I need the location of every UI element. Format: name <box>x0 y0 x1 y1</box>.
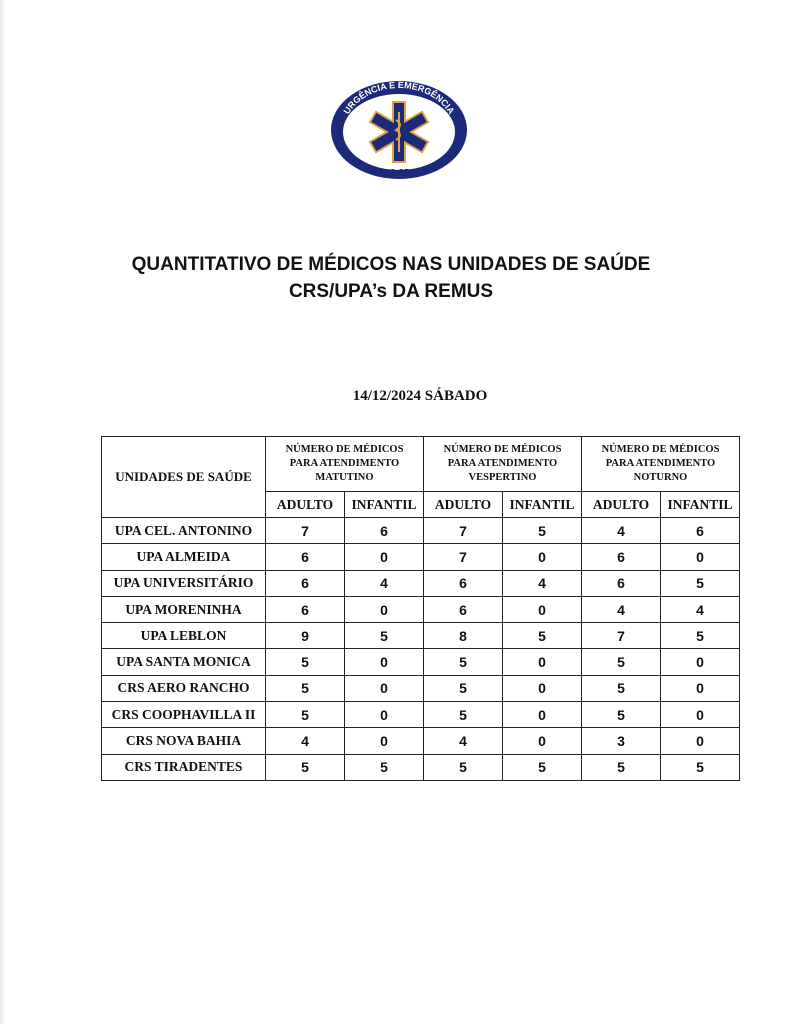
doctors-table: UNIDADES DE SAÚDE NÚMERO DE MÉDICOS PARA… <box>101 436 740 781</box>
table-row: UPA ALMEIDA 6 0 7 0 6 0 <box>101 543 740 571</box>
doctor-count: 5 <box>581 674 661 703</box>
doctor-count: 0 <box>344 595 424 624</box>
urgencia-emergencia-logo: URGÊNCIA E EMERGÊNCIA PMCG-SESAU <box>331 80 467 179</box>
doctor-count: 7 <box>423 516 503 545</box>
unit-name: UPA LEBLON <box>101 622 266 650</box>
doctor-count: 0 <box>502 701 582 729</box>
unit-name: UPA SANTA MONICA <box>101 648 266 676</box>
document-title: QUANTITATIVO DE MÉDICOS NAS UNIDADES DE … <box>131 254 651 275</box>
doctor-count: 6 <box>344 516 424 545</box>
doctor-count: 5 <box>660 622 740 650</box>
unit-name: CRS AERO RANCHO <box>101 674 266 703</box>
unit-name: UPA ALMEIDA <box>101 543 266 571</box>
doctor-count: 0 <box>660 701 740 729</box>
doctor-count: 4 <box>344 569 424 597</box>
doctor-count: 7 <box>265 516 345 545</box>
doctor-count: 6 <box>265 595 345 624</box>
doctor-count: 6 <box>581 569 661 597</box>
doctor-count: 0 <box>502 648 582 676</box>
doctor-count: 5 <box>502 753 582 781</box>
table-row: CRS AERO RANCHO 5 0 5 0 5 0 <box>101 674 740 703</box>
sub-header: INFANTIL <box>502 491 582 518</box>
group-header-vespertino: NÚMERO DE MÉDICOS PARA ATENDIMENTO VESPE… <box>423 436 582 492</box>
doctor-count: 4 <box>660 595 740 624</box>
unit-header: UNIDADES DE SAÚDE <box>101 436 266 518</box>
table-row: UPA SANTA MONICA 5 0 5 0 5 0 <box>101 648 740 676</box>
doctor-count: 0 <box>502 543 582 571</box>
table-row: UPA MORENINHA 6 0 6 0 4 4 <box>101 595 740 624</box>
doctor-count: 0 <box>344 543 424 571</box>
unit-name: CRS COOPHAVILLA II <box>101 701 266 729</box>
doctor-count: 0 <box>344 674 424 703</box>
doctor-count: 0 <box>660 727 740 755</box>
doctor-count: 5 <box>581 648 661 676</box>
doctor-count: 0 <box>660 543 740 571</box>
unit-name: UPA UNIVERSITÁRIO <box>101 569 266 597</box>
sub-header: INFANTIL <box>660 491 740 518</box>
document-subtitle: CRS/UPA’s DA REMUS <box>288 281 494 302</box>
unit-name: UPA MORENINHA <box>101 595 266 624</box>
doctor-count: 5 <box>660 753 740 781</box>
doctor-count: 8 <box>423 622 503 650</box>
doctor-count: 5 <box>502 516 582 545</box>
sub-header: ADULTO <box>581 491 661 518</box>
doctor-count: 0 <box>660 648 740 676</box>
doctor-count: 5 <box>581 753 661 781</box>
doctor-count: 7 <box>423 543 503 571</box>
doctor-count: 0 <box>502 595 582 624</box>
doctor-count: 5 <box>423 648 503 676</box>
doctor-count: 5 <box>265 701 345 729</box>
doctor-count: 0 <box>660 674 740 703</box>
doctor-count: 4 <box>581 516 661 545</box>
svg-text:PMCG-SESAU: PMCG-SESAU <box>372 168 426 177</box>
doctor-count: 7 <box>581 622 661 650</box>
doctor-count: 4 <box>265 727 345 755</box>
sub-header: ADULTO <box>265 491 345 518</box>
table-row: UPA LEBLON 9 5 8 5 7 5 <box>101 622 740 650</box>
report-date: 14/12/2024 SÁBADO <box>352 388 488 404</box>
doctor-count: 5 <box>423 753 503 781</box>
page-edge <box>0 0 6 1024</box>
doctor-count: 5 <box>502 622 582 650</box>
doctor-count: 5 <box>344 753 424 781</box>
doctor-count: 0 <box>344 701 424 729</box>
doctor-count: 5 <box>344 622 424 650</box>
doctor-count: 4 <box>581 595 661 624</box>
doctor-count: 6 <box>423 595 503 624</box>
doctor-count: 5 <box>423 674 503 703</box>
doctor-count: 6 <box>423 569 503 597</box>
unit-name: CRS TIRADENTES <box>101 753 266 781</box>
group-header-matutino: NÚMERO DE MÉDICOS PARA ATENDIMENTO MATUT… <box>265 436 424 492</box>
doctor-count: 5 <box>265 648 345 676</box>
sub-header: INFANTIL <box>344 491 424 518</box>
table-row: UPA CEL. ANTONINO 7 6 7 5 4 6 <box>101 516 740 545</box>
doctor-count: 0 <box>502 727 582 755</box>
sub-header: ADULTO <box>423 491 503 518</box>
doctor-count: 5 <box>265 753 345 781</box>
doctor-count: 4 <box>423 727 503 755</box>
doctor-count: 6 <box>265 569 345 597</box>
doctor-count: 6 <box>660 516 740 545</box>
doctor-count: 9 <box>265 622 345 650</box>
doctor-count: 5 <box>423 701 503 729</box>
doctor-count: 5 <box>581 701 661 729</box>
unit-name: CRS NOVA BAHIA <box>101 727 266 755</box>
doctor-count: 4 <box>502 569 582 597</box>
doctor-count: 6 <box>581 543 661 571</box>
doctor-count: 0 <box>344 648 424 676</box>
group-header-noturno: NÚMERO DE MÉDICOS PARA ATENDIMENTO NOTUR… <box>581 436 740 492</box>
doctor-count: 3 <box>581 727 661 755</box>
doctor-count: 5 <box>660 569 740 597</box>
doctor-count: 0 <box>344 727 424 755</box>
table-row: UPA UNIVERSITÁRIO 6 4 6 4 6 5 <box>101 569 740 597</box>
doctor-count: 6 <box>265 543 345 571</box>
table-row: CRS NOVA BAHIA 4 0 4 0 3 0 <box>101 727 740 755</box>
table-row: CRS TIRADENTES 5 5 5 5 5 5 <box>101 753 740 781</box>
table-row: CRS COOPHAVILLA II 5 0 5 0 5 0 <box>101 701 740 729</box>
doctor-count: 0 <box>502 674 582 703</box>
unit-name: UPA CEL. ANTONINO <box>101 516 266 545</box>
doctor-count: 5 <box>265 674 345 703</box>
